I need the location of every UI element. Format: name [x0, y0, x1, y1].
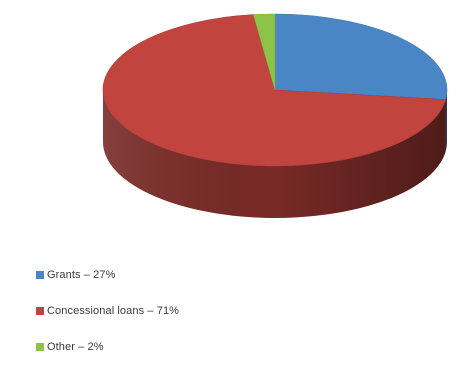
legend-item-other: Other – 2%: [36, 340, 179, 354]
pie-side-shading: [103, 90, 447, 218]
pie-chart: [102, 13, 448, 219]
legend-swatch-grants: [36, 271, 44, 279]
pie-slice-concessional-loans: [102, 14, 447, 167]
legend-label-concessional-loans: Concessional loans – 71%: [47, 305, 180, 317]
legend-swatch-other: [36, 343, 44, 351]
legend-item-concessional-loans: Concessional loans – 71%: [36, 304, 179, 318]
legend-item-grants: Grants – 27%: [36, 268, 179, 282]
legend-label-other: Other – 2%: [47, 341, 104, 353]
legend-label-grants: Grants – 27%: [47, 269, 116, 281]
legend: Grants – 27% Concessional loans – 71% Ot…: [36, 268, 179, 376]
legend-swatch-concessional-loans: [36, 307, 44, 315]
pie-slice-other: [253, 13, 276, 91]
pie-slice-grants: [274, 13, 448, 100]
